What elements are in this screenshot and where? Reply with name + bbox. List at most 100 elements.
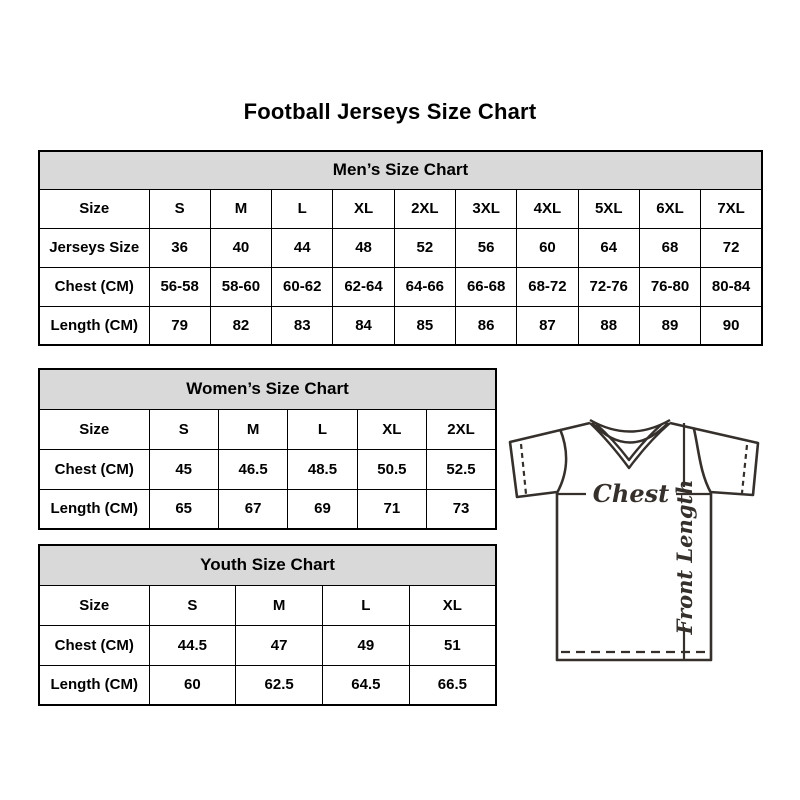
size-cell: 44 — [271, 227, 334, 268]
size-cell: 87 — [516, 305, 579, 346]
size-cell: 82 — [209, 305, 273, 346]
size-cell: 65 — [148, 488, 219, 530]
jersey-left-sleeve — [508, 421, 591, 499]
table-row: Length (CM) 79 82 83 84 85 86 87 88 89 90 — [38, 305, 763, 346]
size-cell: 56 — [454, 227, 518, 268]
table-row: Length (CM) 65 67 69 71 73 — [38, 488, 497, 530]
size-cell: 48 — [332, 227, 395, 268]
size-cell: 73 — [426, 488, 497, 530]
size-cell: XL — [332, 188, 395, 229]
size-cell: 58-60 — [209, 266, 273, 307]
size-cell: 44.5 — [148, 624, 237, 666]
size-cell: 88 — [577, 305, 640, 346]
table-row: Chest (CM) 45 46.5 48.5 50.5 52.5 — [38, 448, 497, 490]
jersey-right-cuff-stitch — [740, 444, 749, 494]
size-cell: 3XL — [454, 188, 518, 229]
size-cell: S — [148, 408, 219, 450]
size-cell: 64-66 — [393, 266, 456, 307]
size-cell: 69 — [287, 488, 358, 530]
size-cell: 60 — [516, 227, 579, 268]
jersey-right-sleeve — [669, 421, 760, 497]
size-cell: 72 — [700, 227, 763, 268]
size-cell: XL — [408, 584, 497, 626]
table-row: Jerseys Size 36 40 44 48 52 56 60 64 68 72 — [38, 227, 763, 268]
table-row: Size S M L XL 2XL 3XL 4XL 5XL 6XL 7XL — [38, 188, 763, 229]
size-cell: 56-58 — [148, 266, 211, 307]
row-label: Size — [38, 584, 150, 626]
youth-size-table: Youth Size Chart Size S M L XL Chest (CM) 44.5 4… — [38, 544, 497, 706]
size-cell: 2XL — [426, 408, 497, 450]
womens-size-table: Women’s Size Chart Size S M L XL 2XL Chest (CM)… — [38, 368, 497, 530]
size-cell: 60-62 — [271, 266, 334, 307]
size-cell: 45 — [148, 448, 219, 490]
table-row: Length (CM) 60 62.5 64.5 66.5 — [38, 664, 497, 706]
jersey-vneck-outer — [589, 422, 671, 470]
row-label: Chest (CM) — [38, 266, 150, 307]
table-title: Youth Size Chart — [38, 544, 497, 586]
front-length-label: Front Length — [672, 480, 697, 636]
size-cell: 52.5 — [426, 448, 497, 490]
size-cell: 72-76 — [577, 266, 640, 307]
size-cell: 40 — [209, 227, 273, 268]
size-cell: 66-68 — [454, 266, 518, 307]
size-cell: 84 — [332, 305, 395, 346]
jersey-body-outline — [555, 428, 713, 662]
row-label: Size — [38, 408, 150, 450]
row-label: Jerseys Size — [38, 227, 150, 268]
size-cell: 2XL — [393, 188, 456, 229]
size-cell: 89 — [638, 305, 702, 346]
page-title: Football Jerseys Size Chart — [243, 99, 537, 124]
size-cell: L — [322, 584, 410, 626]
size-cell: 62.5 — [235, 664, 323, 706]
jersey-measurement-diagram: Chest Front Length — [508, 418, 760, 662]
row-label: Size — [38, 188, 150, 229]
size-cell: 6XL — [638, 188, 702, 229]
jersey-left-cuff-stitch — [519, 443, 528, 495]
size-cell: 52 — [393, 227, 456, 268]
size-cell: 5XL — [577, 188, 640, 229]
size-cell: 48.5 — [287, 448, 358, 490]
size-cell: 68-72 — [516, 266, 579, 307]
size-cell: 46.5 — [217, 448, 289, 490]
size-cell: 67 — [217, 488, 289, 530]
size-cell: 50.5 — [356, 448, 428, 490]
row-label: Length (CM) — [38, 305, 150, 346]
size-cell: 7XL — [700, 188, 763, 229]
size-cell: S — [148, 584, 237, 626]
size-cell: L — [287, 408, 358, 450]
size-cell: M — [209, 188, 273, 229]
size-cell: 71 — [356, 488, 428, 530]
size-cell: L — [271, 188, 334, 229]
size-cell: 76-80 — [638, 266, 702, 307]
size-cell: 68 — [638, 227, 702, 268]
row-label: Length (CM) — [38, 664, 150, 706]
size-cell: 83 — [271, 305, 334, 346]
size-cell: 51 — [408, 624, 497, 666]
table-row: Size S M L XL — [38, 584, 497, 626]
jersey-collar-back-arcs — [589, 418, 671, 444]
size-cell: 64 — [577, 227, 640, 268]
table-row: Chest (CM) 56-58 58-60 60-62 62-64 64-66 66-68… — [38, 266, 763, 307]
row-label: Chest (CM) — [38, 624, 150, 666]
mens-size-table: Men’s Size Chart Size S M L XL 2XL 3XL 4XL 5XL 6XL… — [38, 150, 763, 346]
size-cell: S — [148, 188, 211, 229]
size-cell: M — [235, 584, 323, 626]
size-cell: 47 — [235, 624, 323, 666]
size-cell: 64.5 — [322, 664, 410, 706]
size-cell: 66.5 — [408, 664, 497, 706]
table-row: Size S M L XL 2XL — [38, 408, 497, 450]
jersey-vneck-inner — [595, 423, 663, 462]
size-cell: 80-84 — [700, 266, 763, 307]
size-cell: M — [217, 408, 289, 450]
table-title: Men’s Size Chart — [38, 150, 763, 190]
size-cell: 90 — [700, 305, 763, 346]
size-cell: 85 — [393, 305, 456, 346]
size-cell: XL — [356, 408, 428, 450]
size-cell: 79 — [148, 305, 211, 346]
table-title: Women’s Size Chart — [38, 368, 497, 410]
row-label: Chest (CM) — [38, 448, 150, 490]
size-cell: 86 — [454, 305, 518, 346]
table-row: Chest (CM) 44.5 47 49 51 — [38, 624, 497, 666]
size-cell: 4XL — [516, 188, 579, 229]
size-cell: 62-64 — [332, 266, 395, 307]
